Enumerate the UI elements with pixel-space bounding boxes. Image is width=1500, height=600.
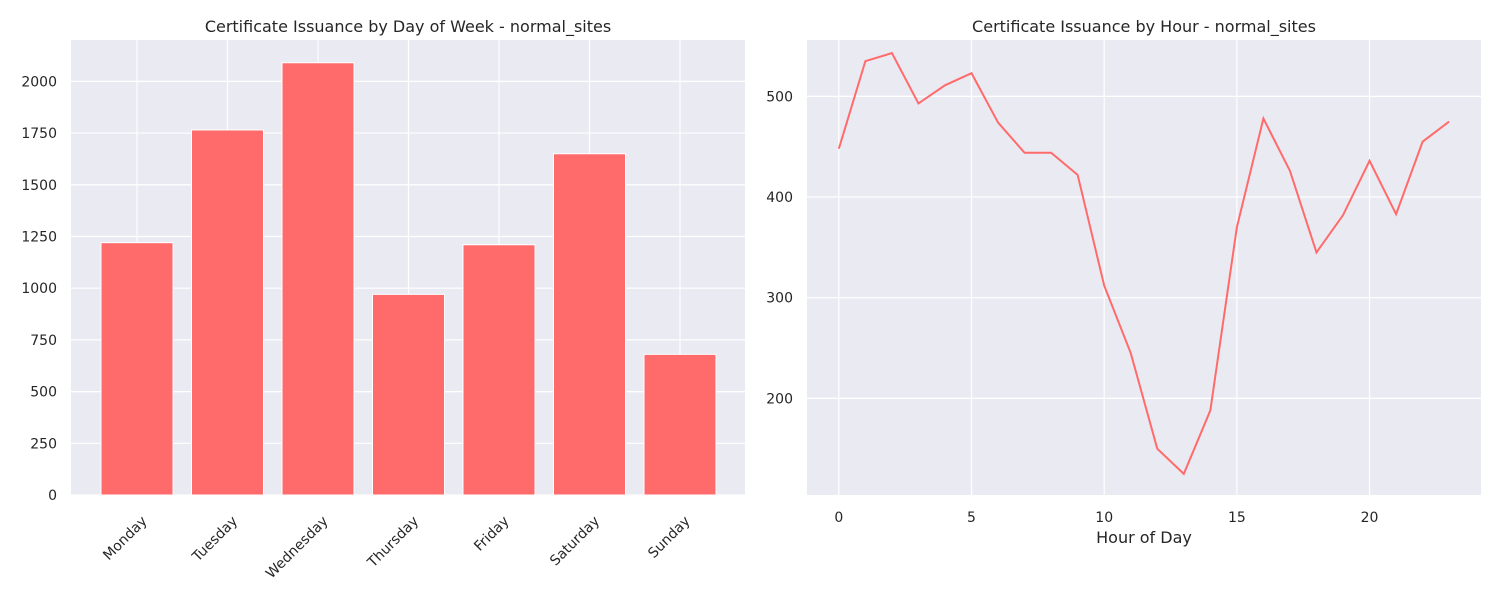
bar-chart-x-tick-label: Monday [100, 513, 150, 563]
bar-chart-x-tick-label: Tuesday [189, 513, 241, 565]
line-chart-y-tick-labels: 200 300 400 500 [766, 89, 793, 407]
bar-chart-x-tick-labels: Monday Tuesday Wednesday Thursday Friday Satu… [100, 513, 693, 582]
bar-chart-bars [100, 62, 717, 496]
line-chart-series-line [837, 51, 1450, 476]
line-chart-x-tick-label: 5 [967, 510, 976, 526]
bar-chart-x-tick-label: Wednesday [263, 513, 332, 582]
bar-chart-y-tick-label: 750 [30, 333, 57, 349]
line-chart-x-tick-labels: 0 5 10 15 20 [834, 510, 1378, 526]
line-chart-x-axis-label: Hour of Day [1096, 528, 1192, 547]
bar-saturday [553, 153, 626, 496]
bar-chart-y-tick-label: 1500 [21, 178, 57, 194]
bar-wednesday [281, 62, 355, 496]
bar-chart-y-tick-label: 2000 [21, 74, 57, 90]
line-chart-plot-area [807, 40, 1481, 495]
bar-chart-y-tick-label: 1250 [21, 229, 57, 245]
bar-chart-y-tick-label: 0 [48, 488, 57, 504]
line-chart-y-tick-label: 400 [766, 190, 793, 206]
line-chart-hour-of-day: 200 300 400 500 0 5 10 15 20 Certificate Issuan… [766, 17, 1481, 547]
bar-chart-x-tick-label: Friday [471, 513, 512, 554]
line-chart-gridlines [807, 40, 1481, 495]
bar-chart-x-tick-label: Sunday [645, 513, 693, 561]
bar-friday [462, 244, 536, 496]
line-chart-y-tick-label: 200 [766, 391, 793, 407]
bar-chart-y-tick-labels: 0 250 500 750 1000 1250 1500 1750 2000 [21, 74, 57, 504]
line-chart-x-tick-label: 15 [1228, 510, 1246, 526]
line-chart-x-tick-label: 0 [834, 510, 843, 526]
line-chart-y-tick-label: 500 [766, 89, 793, 105]
bar-tuesday [191, 129, 264, 496]
bar-chart-x-tick-label: Thursday [364, 513, 422, 571]
bar-chart-y-tick-label: 250 [30, 436, 57, 452]
bar-chart-y-tick-label: 500 [30, 385, 57, 401]
bar-chart-y-tick-label: 1000 [21, 281, 57, 297]
bar-chart-day-of-week: 0 250 500 750 1000 1250 1500 1750 2000 Monday Tue… [21, 17, 745, 582]
bar-monday [100, 242, 174, 496]
line-chart-y-tick-label: 300 [766, 291, 793, 307]
bar-chart-title: Certificate Issuance by Day of Week - no… [205, 17, 611, 37]
bar-chart-x-tick-label: Saturday [547, 513, 603, 569]
bar-sunday [643, 353, 717, 496]
line-chart-title: Certificate Issuance by Hour - normal_si… [972, 17, 1316, 37]
line-chart-x-tick-label: 20 [1361, 510, 1379, 526]
bar-thursday [372, 293, 445, 496]
bar-chart-y-tick-label: 1750 [21, 126, 57, 142]
line-chart-x-tick-label: 10 [1095, 510, 1113, 526]
